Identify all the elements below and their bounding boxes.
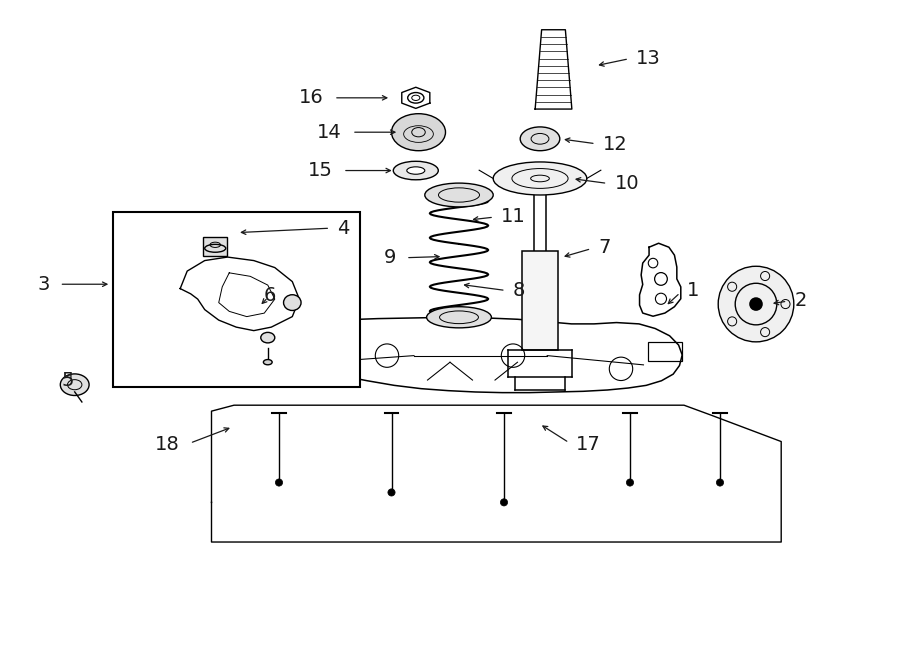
Text: 3: 3 bbox=[37, 275, 50, 293]
Text: 16: 16 bbox=[299, 89, 324, 107]
Ellipse shape bbox=[60, 374, 89, 395]
Circle shape bbox=[388, 489, 395, 496]
Ellipse shape bbox=[408, 93, 424, 103]
Circle shape bbox=[275, 479, 283, 486]
Circle shape bbox=[718, 266, 794, 342]
Text: 4: 4 bbox=[338, 219, 350, 237]
Text: 14: 14 bbox=[317, 123, 342, 141]
Text: 7: 7 bbox=[598, 239, 611, 257]
Circle shape bbox=[716, 479, 724, 486]
Text: 13: 13 bbox=[636, 49, 661, 67]
Circle shape bbox=[626, 479, 634, 486]
Text: 12: 12 bbox=[603, 135, 628, 153]
Ellipse shape bbox=[493, 162, 587, 195]
Ellipse shape bbox=[393, 161, 438, 180]
Bar bbox=[648, 342, 682, 361]
Ellipse shape bbox=[284, 295, 302, 311]
Bar bbox=[203, 237, 228, 256]
Text: 9: 9 bbox=[383, 249, 396, 267]
Text: 2: 2 bbox=[795, 292, 807, 310]
Ellipse shape bbox=[261, 332, 274, 343]
Bar bbox=[522, 251, 558, 350]
Circle shape bbox=[749, 297, 763, 311]
Text: 6: 6 bbox=[264, 286, 276, 305]
Circle shape bbox=[500, 499, 508, 506]
Ellipse shape bbox=[425, 183, 493, 207]
Text: 11: 11 bbox=[501, 208, 526, 226]
Text: 10: 10 bbox=[615, 175, 639, 193]
Text: 5: 5 bbox=[61, 371, 74, 389]
Bar bbox=[112, 212, 360, 387]
Ellipse shape bbox=[427, 307, 491, 328]
Text: 17: 17 bbox=[576, 435, 601, 453]
Ellipse shape bbox=[392, 114, 446, 151]
Ellipse shape bbox=[204, 245, 226, 253]
Ellipse shape bbox=[407, 167, 425, 175]
Text: 8: 8 bbox=[513, 282, 526, 300]
Bar bbox=[205, 338, 237, 357]
Text: 18: 18 bbox=[155, 435, 180, 453]
Text: 1: 1 bbox=[687, 282, 699, 300]
Ellipse shape bbox=[520, 127, 560, 151]
Text: 15: 15 bbox=[308, 161, 333, 180]
Ellipse shape bbox=[264, 360, 272, 365]
